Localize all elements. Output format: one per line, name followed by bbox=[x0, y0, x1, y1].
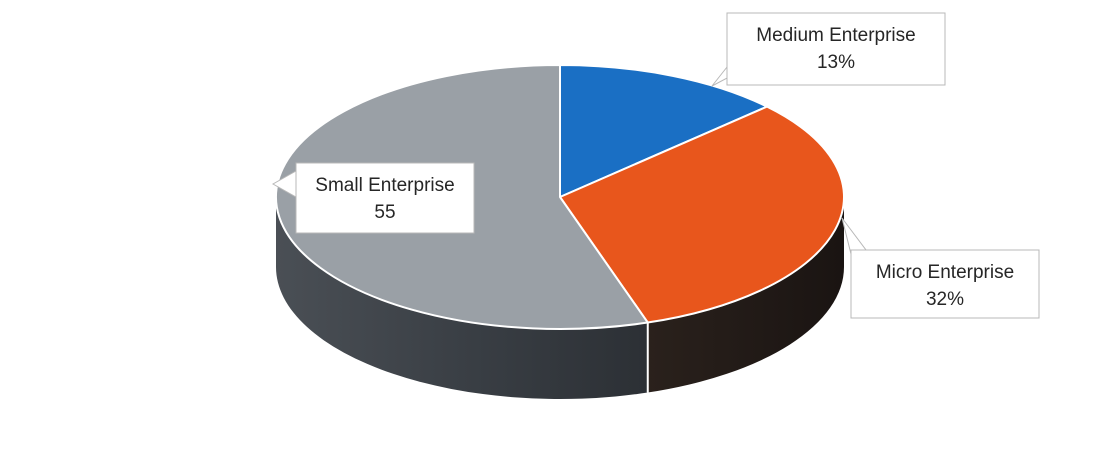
slice-label-micro-enterprise: Micro Enterprise bbox=[876, 262, 1014, 283]
callout-small-enterprise: Small Enterprise 55 bbox=[271, 162, 475, 234]
callout-micro-enterprise: Micro Enterprise 32% bbox=[841, 217, 1040, 319]
slice-label-small-enterprise: Small Enterprise bbox=[315, 175, 454, 196]
pie-slice-medium-enterprise bbox=[559, 64, 769, 198]
pie-slice-micro-enterprise bbox=[559, 105, 845, 324]
callout-box bbox=[850, 249, 1040, 319]
pie-callouts: Medium Enterprise 13% Micro Enterprise 32% S… bbox=[271, 12, 1040, 319]
pie-wall-micro-enterprise bbox=[647, 197, 844, 393]
slice-value-medium-enterprise: 13% bbox=[817, 52, 855, 73]
callout-medium-enterprise: Medium Enterprise 13% bbox=[711, 12, 946, 87]
callout-pointer bbox=[841, 217, 867, 255]
slice-label-medium-enterprise: Medium Enterprise bbox=[756, 25, 915, 46]
callout-box bbox=[726, 12, 946, 86]
slice-value-micro-enterprise: 32% bbox=[926, 289, 964, 310]
pie-wall-small-enterprise bbox=[276, 197, 648, 399]
pie-side-walls bbox=[276, 197, 844, 399]
callout-box bbox=[295, 162, 475, 234]
slice-value-small-enterprise: 55 bbox=[374, 202, 395, 223]
